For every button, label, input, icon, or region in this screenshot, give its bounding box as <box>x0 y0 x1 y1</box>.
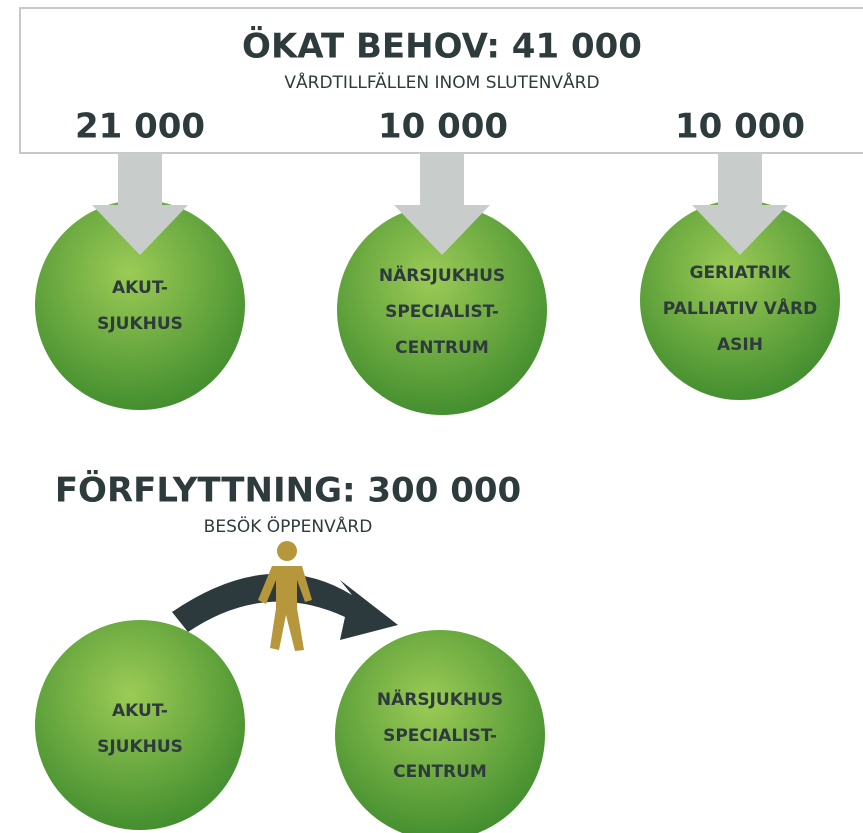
circle-text: SJUKHUS <box>97 737 183 757</box>
curved-arrow <box>172 573 398 640</box>
circle-text: SJUKHUS <box>97 314 183 334</box>
circle-text: CENTRUM <box>395 338 489 358</box>
title: ÖKAT BEHOV: 41 000 <box>242 26 642 67</box>
circle-text: GERIATRIK <box>689 263 791 283</box>
circle-text: CENTRUM <box>393 762 487 782</box>
circle <box>640 200 840 400</box>
circle-text: NÄRSJUKHUS <box>377 688 503 710</box>
circle <box>35 620 245 830</box>
shift-title: FÖRFLYTTNING: 300 000 <box>55 470 521 511</box>
arrow <box>394 153 490 255</box>
arrow <box>692 153 788 255</box>
shift-subtitle: BESÖK ÖPPENVÅRD <box>204 515 373 537</box>
circle-text: AKUT- <box>112 278 168 298</box>
amount: 21 000 <box>75 107 205 147</box>
arrow <box>92 153 188 255</box>
subtitle: VÅRDTILLFÄLLEN INOM SLUTENVÅRD <box>284 71 599 93</box>
circle <box>335 630 545 833</box>
person-icon <box>258 541 312 651</box>
circle <box>35 200 245 410</box>
header-box <box>19 7 863 154</box>
circle-text: AKUT- <box>112 701 168 721</box>
circle-text: NÄRSJUKHUS <box>379 264 505 286</box>
arrows <box>92 153 788 255</box>
amount: 10 000 <box>378 107 508 147</box>
circle-text: ASIH <box>717 335 763 355</box>
circle <box>337 205 547 415</box>
circle-text: SPECIALIST- <box>385 302 499 322</box>
circle-text: SPECIALIST- <box>383 726 497 746</box>
circle-text: PALLIATIV VÅRD <box>663 296 817 319</box>
amount: 10 000 <box>675 107 805 147</box>
